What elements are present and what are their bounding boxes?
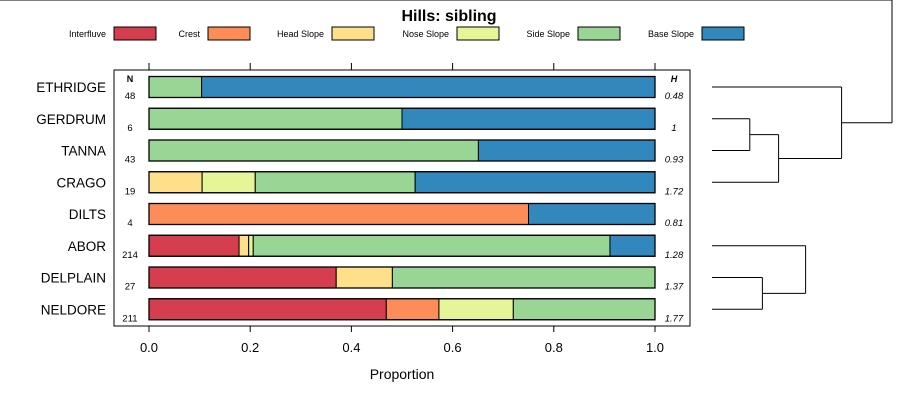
x-tick-label: 1.0 bbox=[646, 340, 664, 355]
x-tick-label: 0.0 bbox=[140, 340, 158, 355]
h-value: 0.81 bbox=[665, 218, 684, 229]
row-label: NELDORE bbox=[41, 302, 106, 317]
legend-label-head-slope: Head Slope bbox=[277, 29, 324, 39]
row-label: DELPLAIN bbox=[41, 271, 106, 286]
h-value: 1.77 bbox=[665, 313, 684, 324]
bar-segment-head-slope bbox=[238, 234, 250, 257]
row-label: DILTS bbox=[69, 207, 106, 222]
x-axis-label: Proportion bbox=[370, 366, 435, 382]
legend-label-side-slope: Side Slope bbox=[526, 29, 570, 39]
x-tick-label: 0.4 bbox=[342, 340, 360, 355]
legend: Interfluve Crest Head Slope Nose Slope Side … bbox=[69, 26, 745, 41]
h-value: 1.37 bbox=[665, 282, 684, 293]
n-value: 19 bbox=[125, 186, 136, 197]
legend-swatch-head-slope bbox=[331, 26, 375, 41]
bar-segment-base-slope bbox=[477, 139, 656, 162]
h-value: 0.93 bbox=[665, 155, 684, 166]
x-tick-label: 0.6 bbox=[444, 340, 462, 355]
bar-outline bbox=[148, 171, 656, 194]
bar-segment-side-slope bbox=[512, 298, 656, 321]
bar-segment-nose-slope bbox=[201, 171, 256, 194]
n-value: 4 bbox=[127, 218, 132, 229]
bar-outline bbox=[148, 107, 656, 130]
row-tanna: TANNA 43 0.93 bbox=[61, 139, 684, 166]
n-value: 48 bbox=[125, 91, 136, 102]
n-value: 211 bbox=[122, 313, 137, 324]
bar-segment-interfluve bbox=[148, 298, 387, 321]
legend-label-interfluve: Interfluve bbox=[69, 29, 106, 39]
bar-outline bbox=[148, 266, 656, 289]
row-label: CRAGO bbox=[56, 175, 106, 190]
h-value: 1.28 bbox=[665, 250, 684, 261]
row-abor: ABOR 214 1.28 bbox=[68, 234, 684, 261]
bar-segment-crest bbox=[148, 203, 529, 225]
legend-swatch-base-slope bbox=[701, 26, 745, 41]
bar-segment-crest bbox=[385, 298, 440, 321]
legend-swatch-interfluve bbox=[113, 26, 157, 41]
bar-segment-side-slope bbox=[148, 76, 203, 98]
legend-label-base-slope: Base Slope bbox=[648, 29, 694, 39]
n-header: N bbox=[127, 74, 134, 84]
x-tick-label: 0.2 bbox=[241, 340, 259, 355]
bar-outline bbox=[148, 139, 656, 162]
bar-segment-base-slope bbox=[414, 171, 656, 194]
bar-segment-base-slope bbox=[609, 234, 656, 257]
bar-segment-base-slope bbox=[528, 203, 656, 225]
row-delplain: DELPLAIN 27 1.37 bbox=[41, 266, 684, 293]
bar-segment-side-slope bbox=[148, 107, 403, 130]
bar-segment-head-slope bbox=[335, 266, 393, 289]
legend-swatch-nose-slope bbox=[456, 26, 500, 41]
row-label: ABOR bbox=[68, 239, 107, 254]
x-axis: 0.0 0.2 0.4 0.6 0.8 1.0 bbox=[140, 63, 664, 355]
chart-title: Hills: sibling bbox=[401, 8, 496, 25]
h-value: 1 bbox=[671, 123, 676, 134]
row-dilts: DILTS 4 0.81 bbox=[69, 202, 684, 229]
bar-segment-side-slope bbox=[254, 171, 416, 194]
bar-segment-interfluve bbox=[148, 234, 240, 257]
h-value: 1.72 bbox=[665, 186, 684, 197]
dendrogram bbox=[0, 0, 893, 310]
legend-label-nose-slope: Nose Slope bbox=[402, 29, 449, 39]
row-crago: CRAGO 19 1.72 bbox=[56, 171, 684, 197]
bar-segment-interfluve bbox=[148, 266, 337, 289]
bar-outline bbox=[148, 234, 656, 257]
bar-segment-side-slope bbox=[252, 234, 611, 257]
bar-outline bbox=[148, 202, 656, 226]
legend-swatch-crest bbox=[207, 26, 251, 41]
h-value: 0.48 bbox=[665, 91, 684, 102]
legend-label-crest: Crest bbox=[178, 29, 200, 39]
bar-segment-nose-slope bbox=[248, 234, 254, 257]
row-ethridge: ETHRIDGE 48 0.48 bbox=[36, 75, 684, 102]
bar-outline bbox=[148, 298, 656, 321]
legend-swatch-side-slope bbox=[577, 26, 621, 41]
bar-segment-nose-slope bbox=[438, 298, 514, 321]
bar-segment-side-slope bbox=[391, 266, 656, 289]
h-header: H bbox=[671, 74, 678, 84]
bar-segment-base-slope bbox=[201, 76, 656, 98]
n-value: 27 bbox=[125, 282, 136, 293]
bar-segment-side-slope bbox=[148, 139, 479, 162]
bar-segment-head-slope bbox=[148, 171, 203, 194]
row-neldore: NELDORE 211 1.77 bbox=[41, 298, 684, 324]
n-value: 43 bbox=[125, 155, 136, 166]
plot-frame bbox=[113, 69, 691, 327]
row-label: ETHRIDGE bbox=[36, 80, 106, 95]
bar-segment-base-slope bbox=[401, 107, 656, 130]
row-label: TANNA bbox=[61, 144, 106, 159]
row-gerdrum: GERDRUM 6 1 bbox=[36, 107, 677, 134]
bar-outline bbox=[148, 75, 656, 99]
n-value: 6 bbox=[127, 123, 132, 134]
x-tick-label: 0.8 bbox=[545, 340, 563, 355]
row-label: GERDRUM bbox=[36, 112, 106, 127]
bar-area: ETHRIDGE 48 0.48 GERDRUM 6 1 TANNA 43 0.93 CRAGO 1… bbox=[36, 75, 684, 324]
n-value: 214 bbox=[122, 250, 138, 261]
